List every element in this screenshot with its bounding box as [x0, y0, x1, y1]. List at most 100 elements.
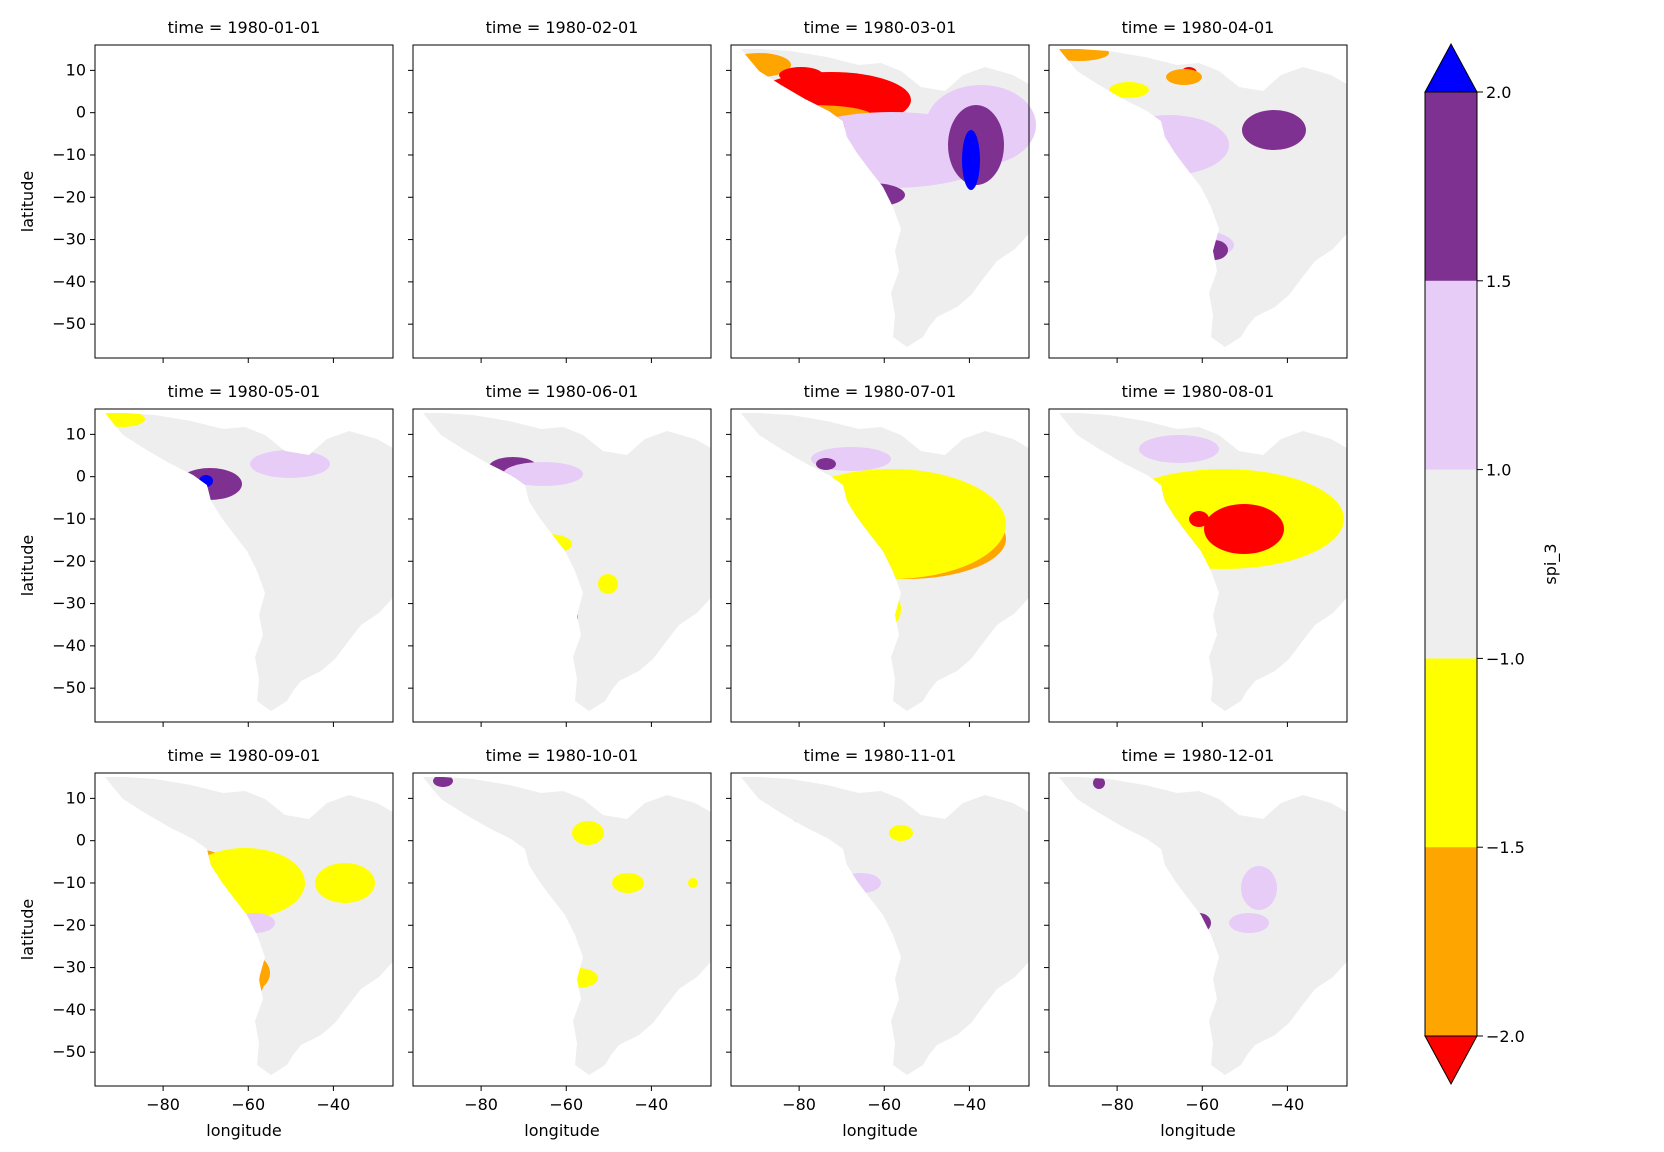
anomaly-blu [831, 323, 851, 337]
anomaly-yel [558, 968, 598, 988]
panel-8: time = 1980-08-01 [1044, 382, 1348, 727]
axes-frame [730, 408, 1030, 723]
xtick-label: −80 [464, 1095, 498, 1114]
anomaly-yel [815, 984, 847, 1012]
land-background [423, 413, 711, 711]
anomaly-org [830, 1011, 862, 1031]
anomaly-pur [1187, 913, 1211, 933]
axes-frame [94, 44, 394, 359]
anomaly-yel [493, 913, 553, 933]
anomaly-yel [497, 694, 529, 704]
land-mask [105, 413, 393, 711]
axes-frame [1048, 408, 1348, 723]
panel-title: time = 1980-01-01 [168, 18, 321, 37]
anomaly-lil [1139, 435, 1219, 463]
anomaly-org [1059, 49, 1109, 61]
anomaly-yel [833, 310, 865, 330]
anomaly-yel [612, 873, 644, 893]
panel-title: time = 1980-05-01 [168, 382, 321, 401]
ytick-label: −40 [52, 1000, 86, 1019]
anomaly-lil [835, 340, 851, 347]
land-background [1059, 777, 1347, 1075]
ytick-label: −50 [52, 678, 86, 697]
anomaly-pur [837, 183, 905, 207]
anomaly-red [199, 968, 227, 1008]
anomaly-red [237, 960, 253, 976]
panel-11: time = 1980-11-01 −80 −60 −40 longitude [726, 746, 1030, 1140]
xtick-label: −40 [953, 1095, 987, 1114]
anomaly-yel [315, 863, 375, 903]
ytick-label: −30 [52, 594, 86, 613]
anomaly-pur [507, 1032, 519, 1044]
anomaly-red [1165, 604, 1193, 644]
anomaly-blu [199, 475, 213, 487]
colorbar-label: spi_3 [1541, 543, 1561, 584]
anomaly-pur [1128, 229, 1140, 261]
xlabel: longitude [1160, 1121, 1235, 1140]
anomaly-yel [821, 579, 901, 639]
ytick-label: 0 [76, 467, 86, 486]
xtick-label: −80 [782, 1095, 816, 1114]
panel-title: time = 1980-04-01 [1122, 18, 1275, 37]
xtick-label: −40 [1271, 1095, 1305, 1114]
anomaly-pur [433, 777, 453, 787]
anomaly-lil [235, 913, 275, 933]
panel-2: time = 1980-02-01 [408, 18, 712, 363]
colorbar-tick-label: −1.0 [1486, 649, 1525, 668]
colorbar-tick-label: 2.0 [1486, 83, 1511, 102]
anomaly-red [779, 67, 823, 83]
anomaly-lil [1241, 866, 1277, 910]
panel-1: time = 1980-01-01 10 0 −10 −20 −30 −40 −50 latit… [18, 18, 394, 363]
ytick-label: −10 [52, 873, 86, 892]
ytick-label: −20 [52, 915, 86, 934]
anomaly-yel [688, 878, 698, 888]
ytick-label: −20 [52, 187, 86, 206]
land-mask [423, 777, 711, 1075]
ytick-label: −30 [52, 958, 86, 977]
land-mask [1059, 49, 1347, 347]
anomaly-pur [186, 666, 214, 686]
xtick-label: −80 [1100, 1095, 1134, 1114]
anomaly-lil [841, 873, 881, 893]
colorbar-tick-label: 1.0 [1486, 461, 1511, 480]
panel-title: time = 1980-09-01 [168, 746, 321, 765]
anomaly-red [833, 1021, 845, 1029]
ytick-label: −20 [52, 551, 86, 570]
anomaly-pur [818, 662, 834, 686]
anomaly-yel [488, 540, 548, 568]
anomaly-pur [1093, 777, 1105, 789]
anomaly-yel [825, 260, 853, 320]
anomaly-yel [140, 843, 210, 883]
anomaly-yel [572, 821, 604, 845]
anomaly-yel [831, 913, 851, 933]
anomaly-lil [194, 629, 246, 665]
anomaly-lil [1104, 110, 1144, 130]
axes-frame [1048, 772, 1348, 1087]
colorbar: −2.0 −1.5 −1.0 1.0 1.5 2.0 spi_3 [1424, 42, 1561, 1086]
panel-title: time = 1980-10-01 [486, 746, 639, 765]
panel-4: time = 1980-04-01 [1044, 18, 1348, 363]
anomaly-pur [783, 820, 799, 836]
anomaly-pur [1200, 240, 1228, 260]
axes-frame [412, 772, 712, 1087]
xtick-label: −60 [1185, 1095, 1219, 1114]
anomaly-lil [1149, 619, 1209, 659]
ytick-label: −10 [52, 145, 86, 164]
colorbar-tick-label: −2.0 [1486, 1027, 1525, 1046]
axes-frame [1048, 44, 1348, 359]
anomaly-pur [813, 213, 833, 257]
anomaly-lil [187, 629, 203, 649]
anomaly-yel [105, 413, 145, 427]
xlabel: longitude [206, 1121, 281, 1140]
anomaly-org [831, 589, 871, 629]
ylabel: latitude [18, 171, 37, 232]
anomaly-lil [503, 462, 583, 486]
land-background [105, 413, 393, 711]
ylabel: latitude [18, 899, 37, 960]
anomaly-yel [524, 534, 572, 554]
land-background [1059, 49, 1347, 347]
ytick-label: −40 [52, 272, 86, 291]
axes-frame [730, 772, 1030, 1087]
anomaly-pur [197, 666, 213, 682]
